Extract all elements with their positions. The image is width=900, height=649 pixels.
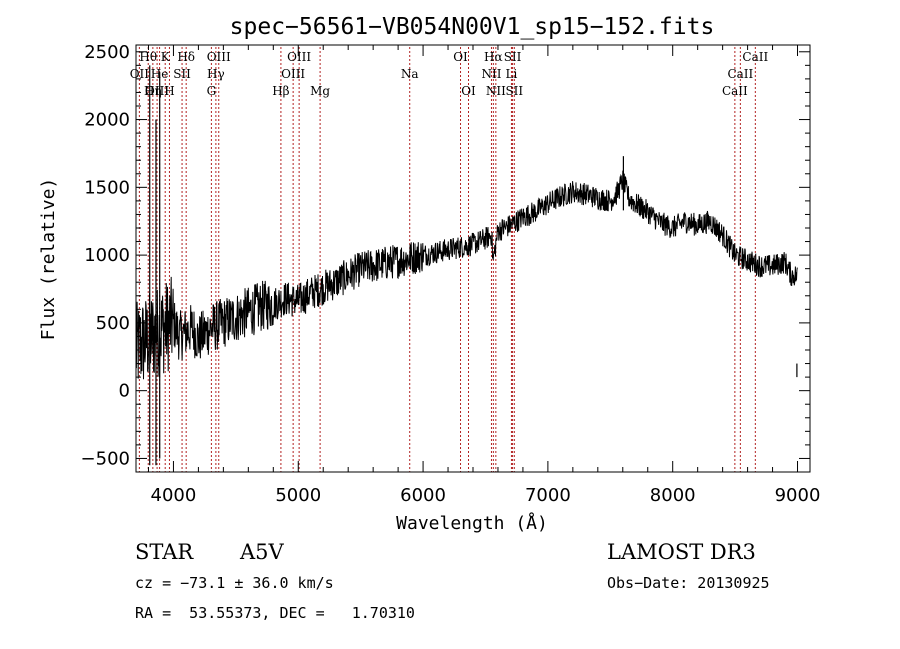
emission-line-label: OIII [287, 50, 311, 64]
emission-line-label: SII [504, 50, 522, 64]
emission-line-label: Hη [144, 84, 162, 98]
observation-date: Obs−Date: 20130925 [607, 574, 770, 592]
emission-line-label: Li [506, 67, 518, 81]
emission-line-label: CaII [727, 67, 753, 81]
x-tick-label: 5000 [275, 485, 321, 506]
y-tick-label: 2500 [84, 42, 130, 63]
emission-line-label: Hβ [272, 84, 289, 98]
emission-line-label: NII [486, 84, 506, 98]
spectrum-spikes [149, 65, 798, 466]
ra-dec: RA = 53.55373, DEC = 1.70310 [135, 604, 415, 622]
emission-line-label: NII [481, 67, 501, 81]
emission-line-label: Mg [310, 84, 330, 98]
y-tick-label: −500 [81, 448, 130, 469]
emission-line-label: OI [453, 50, 468, 64]
emission-line-label: Na [401, 67, 419, 81]
emission-line-label: OII [130, 67, 150, 81]
x-tick-label: 6000 [400, 485, 446, 506]
emission-line-label: Hθ [139, 50, 157, 64]
emission-line-markers [138, 47, 756, 472]
y-tick-label: 2000 [84, 110, 130, 131]
x-tick-label: 9000 [775, 485, 821, 506]
emission-line-label: Hδ [177, 50, 195, 64]
redshift-cz: cz = −73.1 ± 36.0 km/s [135, 574, 334, 592]
emission-line-label: OIII [145, 84, 169, 98]
plot-frame [135, 44, 811, 473]
survey-name: LAMOST DR3 [607, 540, 756, 564]
emission-line-label: SII [173, 67, 191, 81]
y-tick-label: 1500 [84, 177, 130, 198]
emission-line-label: K [161, 50, 171, 64]
y-tick-label: 1000 [84, 245, 130, 266]
emission-line-label: OI [461, 84, 476, 98]
emission-line-label: Hα [484, 50, 503, 64]
emission-line-label: G [207, 84, 217, 98]
emission-line-label: CaII [742, 50, 768, 64]
y-tick-label: 0 [119, 381, 130, 402]
emission-line-label: CaII [722, 84, 748, 98]
x-axis-label: Wavelength (Å) [396, 512, 548, 534]
spectrum-series-line [135, 170, 798, 380]
chart-title: spec−56561−VB054N00V1_sp15−152.fits [230, 14, 715, 40]
object-subclass: A5V [240, 540, 284, 564]
y-tick-label: 500 [96, 313, 130, 334]
y-axis-ticks: −500 0 500 1000 1500 2000 2500 [81, 42, 810, 469]
emission-line-label: Hγ [207, 67, 225, 81]
object-class: STAR [135, 540, 194, 564]
emission-line-label: H [164, 84, 174, 98]
y-axis-label: Flux (relative) [38, 178, 59, 341]
x-tick-label: 4000 [151, 485, 197, 506]
x-axis-ticks: 4000 5000 6000 7000 8000 9000 [147, 45, 821, 506]
emission-line-label: SII [505, 84, 523, 98]
emission-line-label: OIII [207, 50, 231, 64]
emission-line-label: OIII [281, 67, 305, 81]
x-tick-label: 8000 [650, 485, 696, 506]
x-tick-label: 7000 [525, 485, 571, 506]
